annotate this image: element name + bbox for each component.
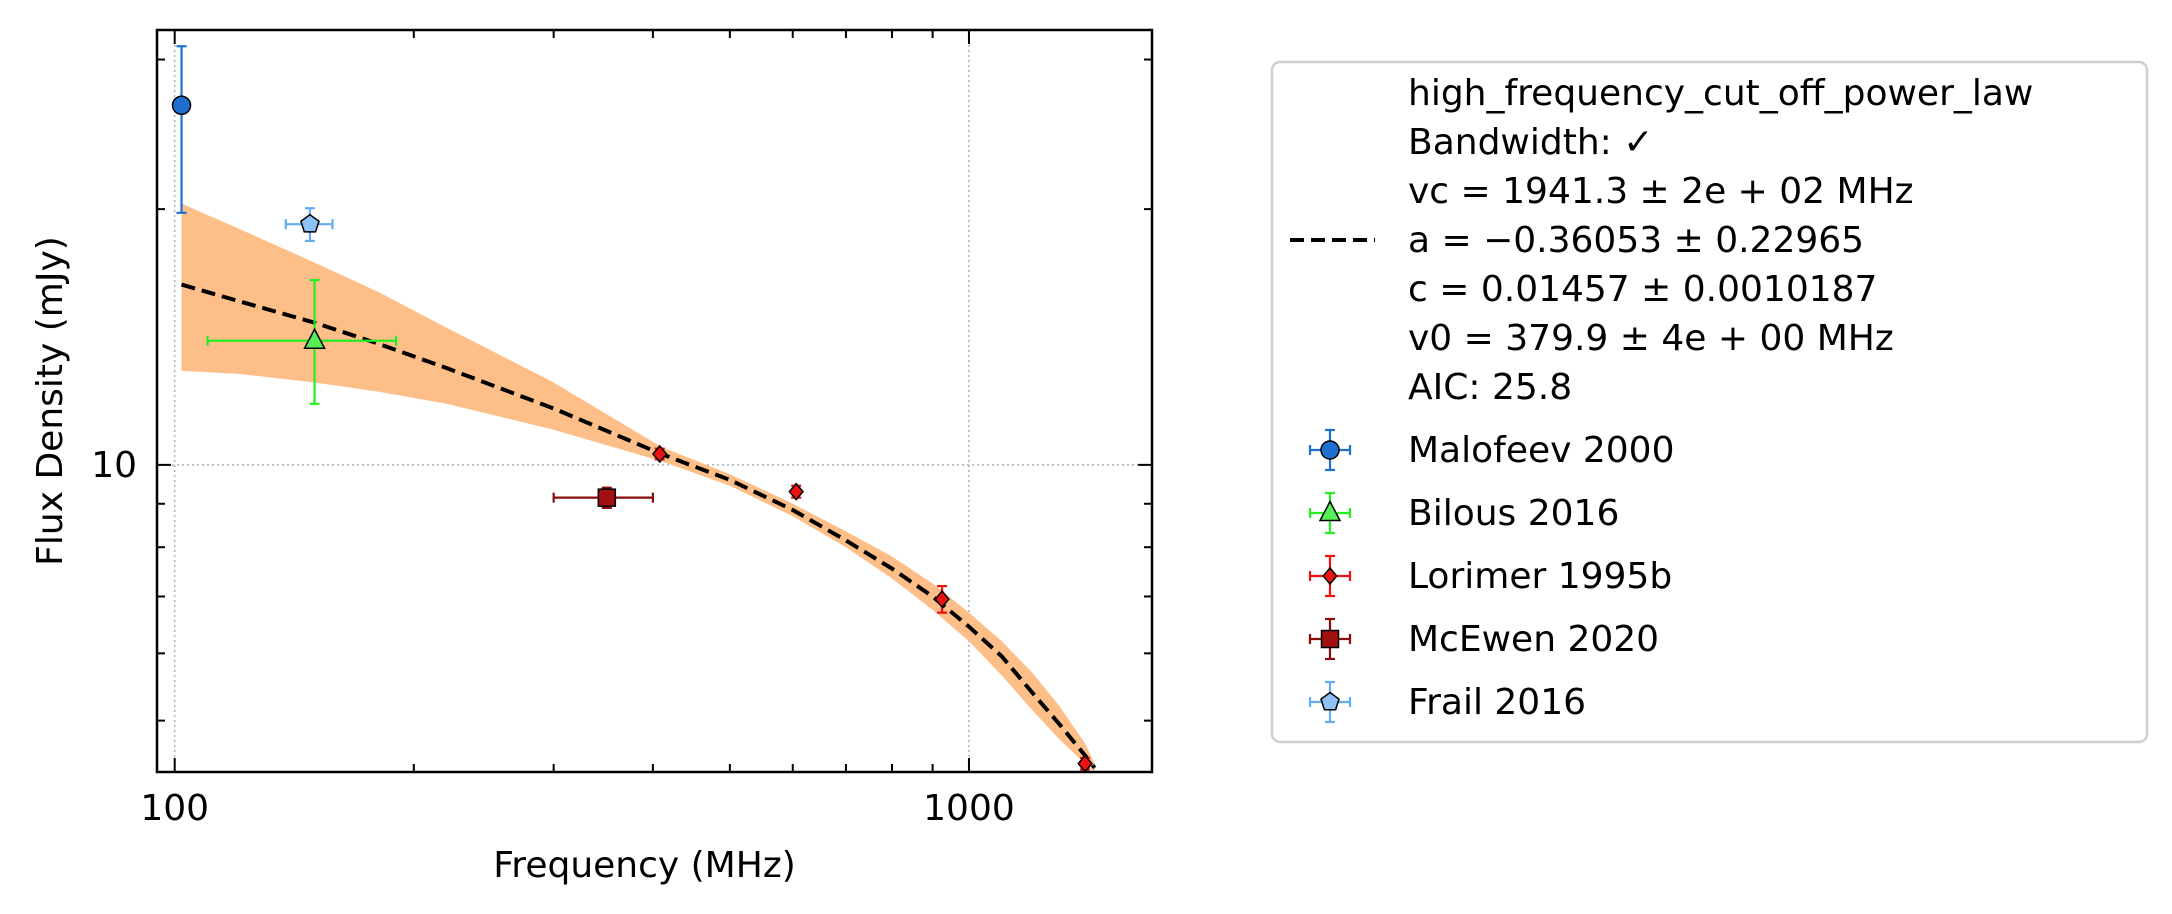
legend-marker: [1320, 691, 1340, 711]
fit-uncertainty-band: [181, 203, 1095, 772]
legend-handle-diamond: [1308, 554, 1352, 598]
legend-fit-label-line: vc = 1941.3 ± 2e + 02 MHz: [1408, 171, 1914, 212]
plot-area: [157, 30, 1152, 773]
axes: 100 1000 10 Frequency (MHz) Flux Density (mJ…: [30, 28, 1154, 886]
legend: high_frequency_cut_off_power_law Bandwidt…: [1270, 60, 2149, 744]
series-malofeev-2000: [171, 45, 192, 214]
data-point: [300, 213, 320, 233]
legend-fit-label-line: c = 0.01457 ± 0.0010187: [1408, 269, 1877, 310]
legend-entry-label: McEwen 2020: [1408, 619, 1659, 660]
legend-handle-pentagon: [1308, 680, 1352, 724]
plot-clip: [157, 30, 1152, 772]
legend-entry-label: Bilous 2016: [1408, 493, 1619, 534]
legend-entry-label: Lorimer 1995b: [1408, 556, 1672, 597]
legend-fit-label-line: v0 = 379.9 ± 4e + 00 MHz: [1408, 318, 1894, 359]
data-point: [788, 482, 804, 501]
x-tick-label: 100: [140, 788, 209, 829]
legend-handle-circle: [1308, 428, 1352, 472]
y-axis-label: Flux Density (mJy): [30, 236, 71, 566]
legend-fit-label-line: a = −0.36053 ± 0.22965: [1408, 220, 1864, 261]
legend-handle-square: [1308, 617, 1352, 661]
y-tick-label: 10: [91, 445, 137, 486]
x-tick-label: 1000: [923, 788, 1015, 829]
legend-fit-label-line: AIC: 25.8: [1408, 367, 1572, 408]
series-frail-2016: [284, 207, 334, 243]
data-point: [171, 95, 192, 116]
y-error-bar: [176, 45, 187, 214]
legend-box: [1270, 60, 2149, 744]
data-point: [303, 327, 326, 349]
data-point: [651, 444, 668, 464]
series-bilous-2016: [206, 279, 398, 405]
legend-fit-label-line: high_frequency_cut_off_power_law: [1408, 73, 2033, 114]
legend-marker: [1322, 566, 1338, 586]
series-lorimer-1995b: [651, 444, 1093, 773]
data-point: [597, 488, 617, 507]
x-axis-label: Frequency (MHz): [493, 845, 796, 886]
legend-entry-label: Malofeev 2000: [1408, 430, 1674, 471]
legend-marker: [1318, 499, 1342, 522]
legend-fit-label-line: Bandwidth: ✓: [1408, 122, 1653, 163]
legend-entry-label: Frail 2016: [1408, 682, 1586, 723]
legend-marker: [1320, 629, 1340, 649]
x-error-bar: [206, 335, 398, 346]
series-mcewen-2020: [552, 486, 654, 509]
axes-frame: [155, 28, 1154, 774]
legend-handle-triangle: [1308, 491, 1352, 535]
legend-marker: [1320, 440, 1340, 460]
data-point: [934, 589, 950, 609]
